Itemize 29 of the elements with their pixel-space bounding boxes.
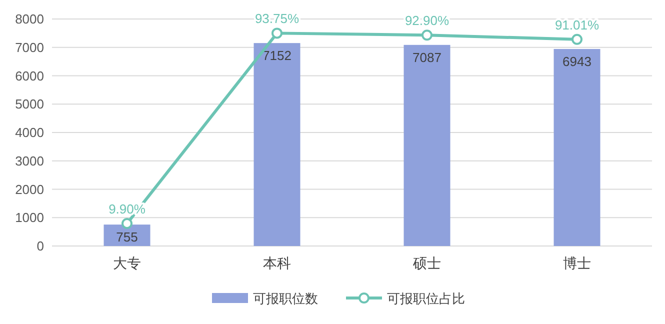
legend-label: 可报职位数 [253,291,318,306]
y-tick-label: 1000 [15,210,44,226]
x-tick-label: 硕士 [412,255,441,271]
point [272,28,282,39]
data-label: 755 [116,230,138,245]
point [422,30,432,41]
data-label: 91.01% [554,17,600,32]
y-tick-label: 5000 [15,96,44,112]
y-tick-label: 0 [36,238,44,254]
y-tick-label: 2000 [15,182,44,197]
data-label: 7087 [412,50,442,65]
bar [554,48,600,246]
data-label: 7152 [262,48,292,64]
y-tick-label: 8000 [15,12,44,26]
bar [404,44,450,246]
y-tick-label: 4000 [15,125,44,140]
y-tick-label: 6000 [15,68,44,84]
x-tick-label: 博士 [563,255,591,271]
y-tick-label: 7000 [15,40,44,55]
legend-label: 可报职位占比 [387,291,465,306]
point [572,34,582,45]
data-label: 93.75% [254,11,300,26]
point [122,218,132,230]
bar [254,43,300,246]
y-tick-label: 3000 [15,153,44,168]
x-tick-label: 本科 [263,255,291,271]
data-label: 6943 [562,54,592,69]
data-label: 92.90% [404,13,450,28]
x-tick-label: 大专 [113,255,141,271]
